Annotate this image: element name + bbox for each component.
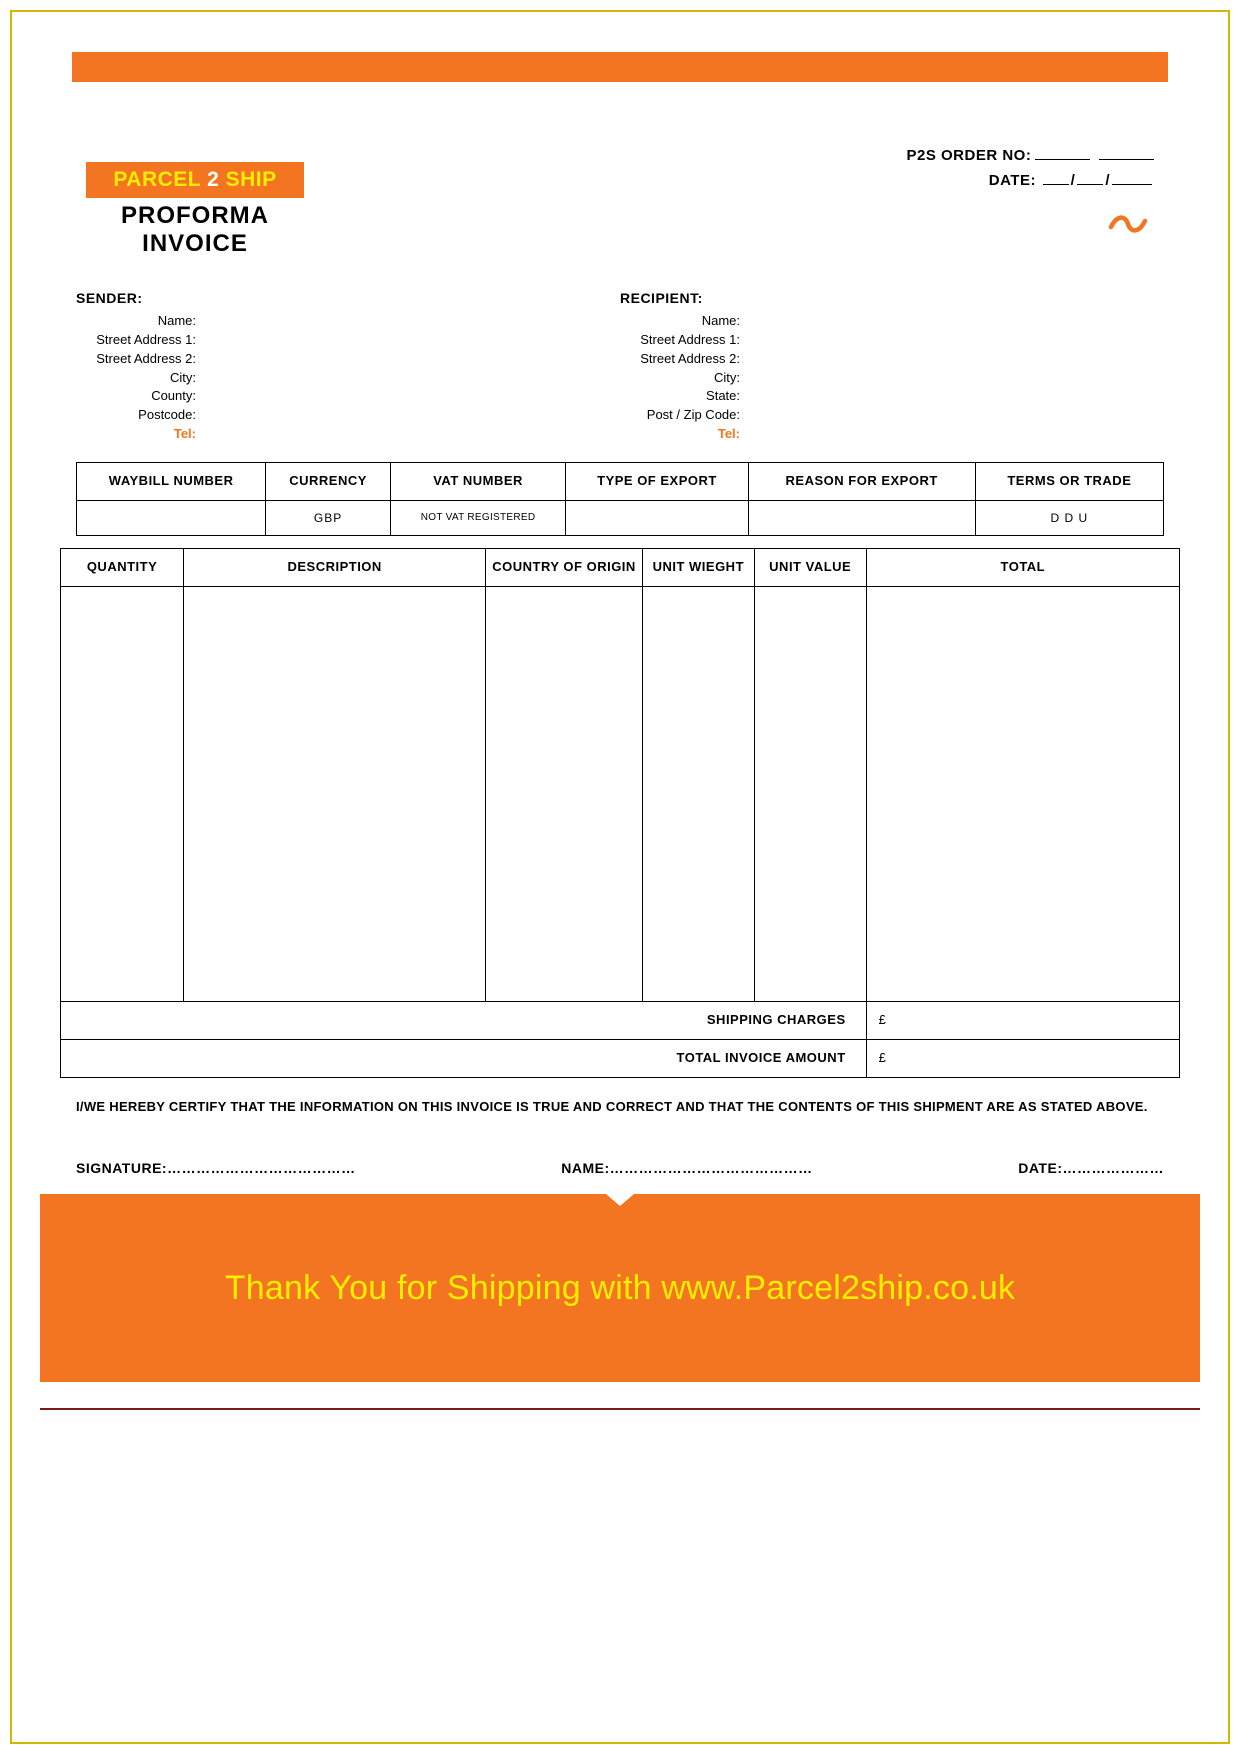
info-td-waybill[interactable] [77,500,266,535]
top-accent-bar [72,52,1168,82]
info-td-currency[interactable]: GBP [266,500,391,535]
order-blank-1[interactable] [1035,159,1090,160]
info-td-vat[interactable]: NOT VAT REGISTERED [390,500,565,535]
signature-field[interactable]: SIGNATURE:………………………………… [76,1160,356,1176]
items-th-unitval: UNIT VALUE [754,549,866,587]
info-td-export-reason[interactable] [748,500,975,535]
info-table-data-row: GBP NOT VAT REGISTERED D D U [77,500,1164,535]
info-th-export-type: TYPE OF EXPORT [566,463,748,501]
signature-line: SIGNATURE:………………………………… NAME:……………………………… [76,1160,1164,1176]
sender-column: SENDER: Name: Street Address 1: Street A… [76,290,620,444]
items-cell-weight[interactable] [642,586,754,1001]
items-foot-total: TOTAL INVOICE AMOUNT £ [61,1039,1180,1077]
info-table: WAYBILL NUMBER CURRENCY VAT NUMBER TYPE … [76,462,1164,536]
recipient-name-label: Name: [620,312,740,331]
logo-part-2: 2 [207,168,219,191]
items-cell-unitval[interactable] [754,586,866,1001]
items-body-row [61,586,1180,1001]
signature-name-field[interactable]: NAME:…………………………………… [561,1160,812,1176]
info-th-vat: VAT NUMBER [390,463,565,501]
document-title: PROFORMA INVOICE [86,202,304,257]
title-line-2: INVOICE [86,230,304,258]
total-amount-value[interactable]: £ [866,1039,1179,1077]
footer-text: Thank You for Shipping with www.Parcel2s… [225,1269,1015,1308]
sender-county-label: County: [76,387,196,406]
document-frame: PARCEL 2 SHIP PROFORMA INVOICE P2S ORDER… [10,10,1230,1744]
items-cell-total[interactable] [866,586,1179,1001]
brand-logo: PARCEL 2 SHIP [86,162,304,198]
logo-part-3: SHIP [226,168,277,191]
shipping-charges-label: SHIPPING CHARGES [61,1001,867,1039]
items-cell-qty[interactable] [61,586,184,1001]
info-th-export-reason: REASON FOR EXPORT [748,463,975,501]
certification-text: I/WE HEREBY CERTIFY THAT THE INFORMATION… [76,1097,1164,1117]
recipient-city-label: City: [620,369,740,388]
info-td-export-type[interactable] [566,500,748,535]
date-seg-3[interactable] [1112,184,1152,185]
sender-name-label: Name: [76,312,196,331]
footer-band: Thank You for Shipping with www.Parcel2s… [40,1194,1200,1382]
logo-part-1: PARCEL [113,168,200,191]
recipient-addr1-label: Street Address 1: [620,331,740,350]
sender-addr1-label: Street Address 1: [76,331,196,350]
info-table-header-row: WAYBILL NUMBER CURRENCY VAT NUMBER TYPE … [77,463,1164,501]
flourish-icon [1108,207,1148,246]
items-foot-shipping: SHIPPING CHARGES £ [61,1001,1180,1039]
info-td-terms[interactable]: D D U [975,500,1163,535]
info-th-terms: TERMS OR TRADE [975,463,1163,501]
items-th-weight: UNIT WIEGHT [642,549,754,587]
order-date-line: DATE: // [906,172,1154,189]
items-cell-origin[interactable] [486,586,643,1001]
date-seg-2[interactable] [1077,184,1103,185]
total-amount-label: TOTAL INVOICE AMOUNT [61,1039,867,1077]
recipient-heading: RECIPIENT: [620,290,1124,306]
date-seg-1[interactable] [1043,184,1069,185]
footer-notch-icon [606,1194,634,1206]
items-table: QUANTITY DESCRIPTION COUNTRY OF ORIGIN U… [60,548,1180,1078]
items-th-origin: COUNTRY OF ORIGIN [486,549,643,587]
order-date-label: DATE: [989,172,1036,189]
order-blank-2[interactable] [1099,159,1154,160]
items-th-desc: DESCRIPTION [184,549,486,587]
address-section: SENDER: Name: Street Address 1: Street A… [76,290,1164,444]
shipping-charges-value[interactable]: £ [866,1001,1179,1039]
items-header-row: QUANTITY DESCRIPTION COUNTRY OF ORIGIN U… [61,549,1180,587]
signature-date-field[interactable]: DATE:………………… [1018,1160,1164,1176]
recipient-column: RECIPIENT: Name: Street Address 1: Stree… [620,290,1164,444]
logo-text: PARCEL 2 SHIP [113,168,276,192]
title-line-1: PROFORMA [86,202,304,230]
order-number-line: P2S ORDER NO: [906,147,1154,164]
order-block: P2S ORDER NO: DATE: // [906,147,1154,197]
info-th-waybill: WAYBILL NUMBER [77,463,266,501]
recipient-addr2-label: Street Address 2: [620,350,740,369]
items-cell-desc[interactable] [184,586,486,1001]
recipient-state-label: State: [620,387,740,406]
bottom-rule [40,1408,1200,1410]
sender-postcode-label: Postcode: [76,406,196,425]
order-number-label: P2S ORDER NO: [906,147,1031,164]
recipient-tel-label: Tel: [620,425,740,444]
sender-heading: SENDER: [76,290,580,306]
items-th-qty: QUANTITY [61,549,184,587]
sender-tel-label: Tel: [76,425,196,444]
sender-city-label: City: [76,369,196,388]
items-th-total: TOTAL [866,549,1179,587]
recipient-zip-label: Post / Zip Code: [620,406,740,425]
sender-addr2-label: Street Address 2: [76,350,196,369]
info-th-currency: CURRENCY [266,463,391,501]
